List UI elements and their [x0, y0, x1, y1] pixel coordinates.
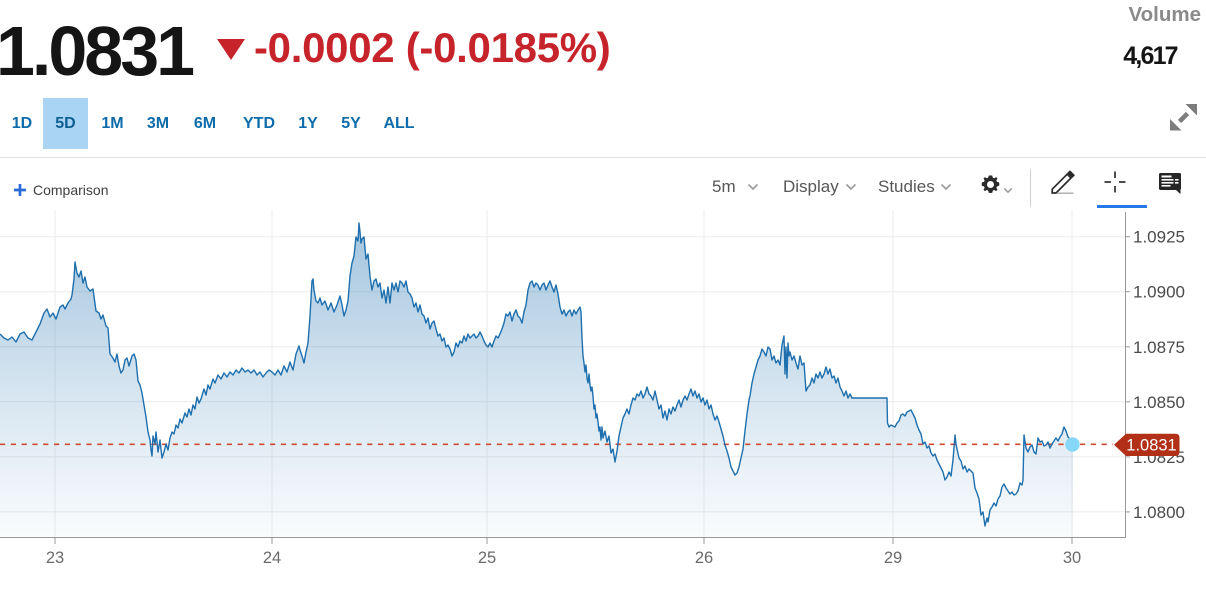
svg-text:26: 26 [695, 549, 713, 567]
svg-text:1.0850: 1.0850 [1133, 393, 1185, 412]
svg-text:23: 23 [46, 549, 64, 567]
svg-text:1.0831: 1.0831 [1126, 437, 1176, 455]
svg-text:24: 24 [263, 549, 281, 567]
svg-text:1.0900: 1.0900 [1133, 283, 1185, 302]
svg-text:30: 30 [1063, 549, 1081, 567]
svg-text:1.0925: 1.0925 [1133, 228, 1185, 247]
svg-text:1.0800: 1.0800 [1133, 503, 1185, 522]
svg-text:29: 29 [884, 549, 902, 567]
svg-text:25: 25 [478, 549, 496, 567]
svg-text:1.0875: 1.0875 [1133, 338, 1185, 357]
